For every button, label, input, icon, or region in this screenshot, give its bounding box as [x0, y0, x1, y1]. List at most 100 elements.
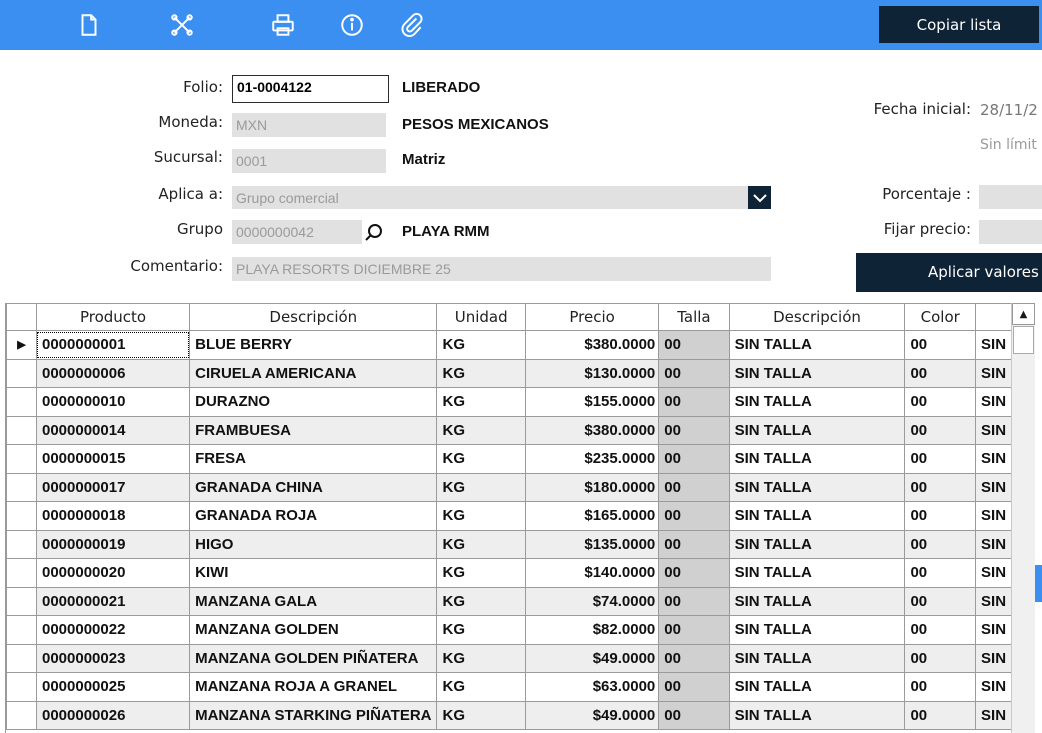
comentario-field[interactable]: PLAYA RESORTS DICIEMBRE 25	[232, 257, 771, 281]
table-row[interactable]: 0000000019 HIGO KG $135.0000 00 SIN TALLA 00 SI…	[6, 529, 1035, 559]
cell-talla[interactable]: 00	[658, 330, 730, 360]
fijar-precio-field[interactable]	[979, 220, 1042, 244]
cell-talla-descripcion[interactable]: SIN TALLA	[728, 643, 906, 673]
cell-precio[interactable]: $49.0000	[524, 643, 660, 673]
cell-talla[interactable]: 00	[658, 444, 730, 474]
row-selector[interactable]	[6, 643, 37, 673]
cell-talla-descripcion[interactable]: SIN TALLA	[728, 672, 906, 702]
cell-unidad[interactable]: KG	[436, 615, 526, 645]
cell-precio[interactable]: $63.0000	[524, 672, 660, 702]
row-selector[interactable]	[6, 672, 37, 702]
scroll-up-icon[interactable]: ▲	[1012, 303, 1035, 325]
cell-precio[interactable]: $140.0000	[524, 558, 660, 588]
grid-vertical-scrollbar[interactable]: ▲	[1011, 303, 1035, 733]
cell-producto[interactable]: 0000000001	[35, 330, 191, 360]
cell-producto[interactable]: 0000000023	[35, 643, 191, 673]
table-row[interactable]: 0000000006 CIRUELA AMERICANA KG $130.0000 00…	[6, 358, 1035, 388]
row-selector[interactable]	[6, 444, 37, 474]
cell-color[interactable]: 00	[904, 558, 977, 588]
cell-precio[interactable]: $74.0000	[524, 586, 660, 616]
cell-producto[interactable]: 0000000014	[35, 415, 191, 445]
row-selector[interactable]	[6, 558, 37, 588]
cell-producto[interactable]: 0000000010	[35, 387, 191, 417]
cell-unidad[interactable]: KG	[436, 672, 526, 702]
column-header-talla[interactable]: Talla	[658, 303, 730, 331]
table-row[interactable]: ▶ 0000000001 BLUE BERRY KG $380.0000 00 SIN TA…	[6, 330, 1035, 360]
row-selector[interactable]	[6, 615, 37, 645]
cell-talla[interactable]: 00	[658, 501, 730, 531]
table-row[interactable]: 0000000025 MANZANA ROJA A GRANEL KG $63.000…	[6, 672, 1035, 702]
cell-talla[interactable]: 00	[658, 358, 730, 388]
cell-talla-descripcion[interactable]: SIN TALLA	[728, 700, 906, 730]
cell-color[interactable]: 00	[904, 387, 977, 417]
grupo-field[interactable]: 0000000042	[232, 220, 362, 244]
cell-color[interactable]: 00	[904, 529, 977, 559]
moneda-field[interactable]: MXN	[232, 113, 386, 137]
column-header-unidad[interactable]: Unidad	[436, 303, 526, 331]
cell-precio[interactable]: $380.0000	[524, 415, 660, 445]
cell-descripcion[interactable]: HIGO	[189, 529, 438, 559]
cell-color[interactable]: 00	[904, 672, 977, 702]
column-header-producto[interactable]: Producto	[35, 303, 191, 331]
cell-talla-descripcion[interactable]: SIN TALLA	[728, 415, 906, 445]
cell-unidad[interactable]: KG	[436, 586, 526, 616]
cell-precio[interactable]: $165.0000	[524, 501, 660, 531]
table-row[interactable]: 0000000021 MANZANA GALA KG $74.0000 00 SIN TA…	[6, 586, 1035, 616]
cancel-icon[interactable]	[167, 10, 197, 40]
table-row[interactable]: 0000000010 DURAZNO KG $155.0000 00 SIN TALLA 0…	[6, 387, 1035, 417]
cell-precio[interactable]: $135.0000	[524, 529, 660, 559]
cell-descripcion[interactable]: MANZANA GALA	[189, 586, 438, 616]
cell-producto[interactable]: 0000000021	[35, 586, 191, 616]
cell-talla[interactable]: 00	[658, 529, 730, 559]
cell-unidad[interactable]: KG	[436, 387, 526, 417]
attach-icon[interactable]	[397, 10, 427, 40]
cell-precio[interactable]: $380.0000	[524, 330, 660, 360]
cell-talla[interactable]: 00	[658, 387, 730, 417]
cell-talla[interactable]: 00	[658, 643, 730, 673]
cell-talla-descripcion[interactable]: SIN TALLA	[728, 358, 906, 388]
folio-field[interactable]: 01-0004122	[232, 75, 389, 103]
column-header-talla-descripcion[interactable]: Descripción	[728, 303, 906, 331]
row-selector[interactable]	[6, 700, 37, 730]
new-document-icon[interactable]	[74, 10, 104, 40]
table-row[interactable]: 0000000022 MANZANA GOLDEN KG $82.0000 00 SIN …	[6, 615, 1035, 645]
cell-producto[interactable]: 0000000022	[35, 615, 191, 645]
row-selector[interactable]	[6, 529, 37, 559]
cell-talla-descripcion[interactable]: SIN TALLA	[728, 529, 906, 559]
table-row[interactable]: 0000000026 MANZANA STARKING PIÑATERA KG $49…	[6, 700, 1035, 730]
cell-color[interactable]: 00	[904, 358, 977, 388]
porcentaje-field[interactable]	[979, 185, 1042, 209]
cell-unidad[interactable]: KG	[436, 330, 526, 360]
cell-unidad[interactable]: KG	[436, 472, 526, 502]
row-selector[interactable]	[6, 358, 37, 388]
cell-color[interactable]: 00	[904, 501, 977, 531]
cell-unidad[interactable]: KG	[436, 558, 526, 588]
cell-producto[interactable]: 0000000006	[35, 358, 191, 388]
cell-unidad[interactable]: KG	[436, 700, 526, 730]
cell-producto[interactable]: 0000000018	[35, 501, 191, 531]
cell-precio[interactable]: $82.0000	[524, 615, 660, 645]
row-selector[interactable]	[6, 387, 37, 417]
table-row[interactable]: 0000000023 MANZANA GOLDEN PIÑATERA KG $49.0…	[6, 643, 1035, 673]
cell-descripcion[interactable]: FRESA	[189, 444, 438, 474]
cell-descripcion[interactable]: MANZANA STARKING PIÑATERA	[189, 700, 438, 730]
apply-values-button[interactable]: Aplicar valores	[856, 253, 1042, 292]
cell-talla-descripcion[interactable]: SIN TALLA	[728, 558, 906, 588]
cell-color[interactable]: 00	[904, 615, 977, 645]
cell-descripcion[interactable]: BLUE BERRY	[189, 330, 438, 360]
cell-talla-descripcion[interactable]: SIN TALLA	[728, 586, 906, 616]
cell-color[interactable]: 00	[904, 415, 977, 445]
cell-talla-descripcion[interactable]: SIN TALLA	[728, 501, 906, 531]
cell-talla-descripcion[interactable]: SIN TALLA	[728, 330, 906, 360]
cell-talla[interactable]: 00	[658, 558, 730, 588]
column-header-descripcion[interactable]: Descripción	[189, 303, 438, 331]
print-icon[interactable]	[268, 10, 298, 40]
cell-talla-descripcion[interactable]: SIN TALLA	[728, 387, 906, 417]
sucursal-field[interactable]: 0001	[232, 149, 386, 173]
info-icon[interactable]	[337, 10, 367, 40]
cell-descripcion[interactable]: CIRUELA AMERICANA	[189, 358, 438, 388]
cell-unidad[interactable]: KG	[436, 444, 526, 474]
cell-descripcion[interactable]: GRANADA ROJA	[189, 501, 438, 531]
cell-talla[interactable]: 00	[658, 672, 730, 702]
cell-talla[interactable]: 00	[658, 586, 730, 616]
